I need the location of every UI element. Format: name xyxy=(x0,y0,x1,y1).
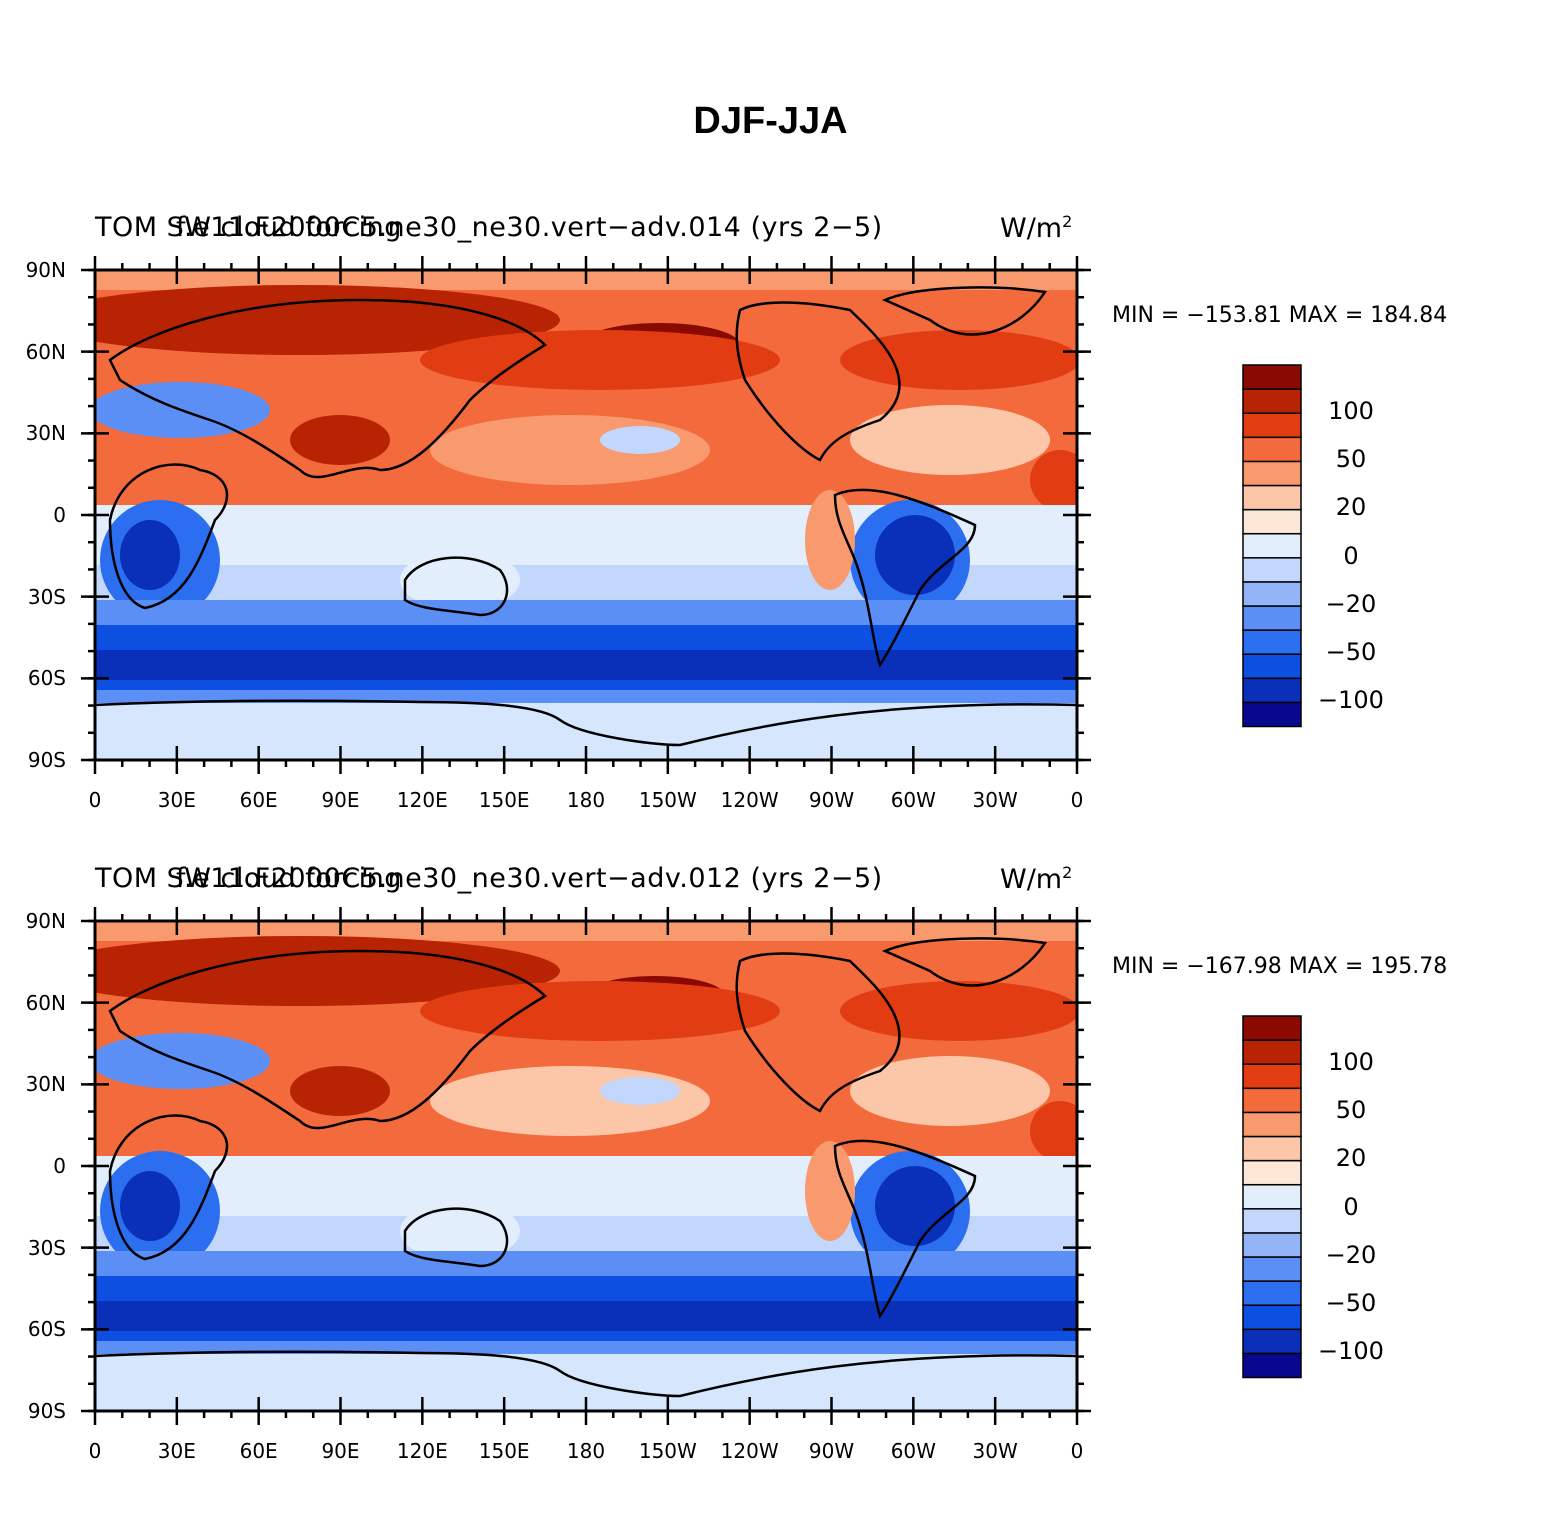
lon-tick-label: 150W xyxy=(638,788,697,812)
lat-tick-label: 30N xyxy=(25,1072,66,1097)
figure-title: DJF-JJA xyxy=(693,100,848,142)
colorbar-label: −20 xyxy=(1325,589,1377,618)
lat-tick-label: 30S xyxy=(27,1235,66,1260)
lon-tick-label: 120W xyxy=(720,1439,779,1463)
colorbar-swatch xyxy=(1242,1087,1302,1114)
colorbar-swatch xyxy=(1242,484,1302,511)
lon-tick-label: 90W xyxy=(808,788,855,812)
colorbar-swatch xyxy=(1242,1280,1302,1306)
colorbar-label: 20 xyxy=(1335,493,1367,522)
colorbar-swatch xyxy=(1242,412,1302,439)
contour-field xyxy=(95,270,1077,760)
map-svg xyxy=(81,256,1302,774)
colorbar-swatch xyxy=(1242,1208,1302,1234)
colorbar-swatch xyxy=(1242,605,1302,631)
lon-tick-label: 120W xyxy=(720,788,779,812)
lon-tick-label: 120E xyxy=(396,1439,448,1463)
lat-tick-label: 90S xyxy=(27,748,66,772)
lat-tick-label: 30N xyxy=(25,421,66,446)
map-svg xyxy=(81,907,1302,1425)
lon-tick-label: 60W xyxy=(890,1439,936,1463)
lat-tick-label: 90N xyxy=(25,258,66,282)
colorbar-swatch xyxy=(1242,388,1302,414)
lon-tick-label: 30W xyxy=(972,788,1018,812)
colorbar-swatch xyxy=(1242,364,1302,390)
lon-tick-label: 90W xyxy=(808,1439,855,1463)
colorbar-swatch xyxy=(1242,677,1302,704)
lon-tick-label: 90E xyxy=(321,788,360,812)
colorbar-swatch xyxy=(1242,1256,1302,1282)
colorbar-label: 20 xyxy=(1335,1144,1367,1173)
colorbar xyxy=(1242,1015,1302,1379)
colorbar-label: 100 xyxy=(1328,397,1374,425)
colorbar-label: 50 xyxy=(1335,1096,1367,1125)
colorbar-swatch xyxy=(1242,557,1302,583)
map-panel-1: TOM SW cloud forcing f.e11.F2000C5.ne30_… xyxy=(0,0,1541,812)
colorbar-swatch xyxy=(1242,1039,1302,1065)
map-panel-2: TOM SW cloud forcing f.e11.F2000C5.ne30_… xyxy=(0,651,1541,1463)
lon-tick-label: 0 xyxy=(88,1439,102,1463)
colorbar-swatch xyxy=(1242,629,1302,655)
lon-tick-label: 0 xyxy=(1070,1439,1084,1463)
colorbar-swatch xyxy=(1242,1063,1302,1090)
lon-tick-label: 0 xyxy=(1070,788,1084,812)
colorbar-label: 100 xyxy=(1328,1048,1374,1076)
min-max-readout: MIN = −153.81 MAX = 184.84 xyxy=(1112,303,1448,328)
panel-left-title: TOM SW cloud forcing xyxy=(95,212,402,243)
colorbar-swatch xyxy=(1242,1183,1302,1210)
contour-field xyxy=(95,921,1077,1411)
colorbar-swatch xyxy=(1242,436,1302,463)
colorbar-label: −100 xyxy=(1318,1337,1384,1366)
lon-tick-label: 60W xyxy=(890,788,936,812)
colorbar-swatch xyxy=(1242,1159,1302,1186)
lon-tick-label: 120E xyxy=(396,788,448,812)
lon-tick-label: 150E xyxy=(478,788,530,812)
colorbar-label: 0 xyxy=(1343,541,1359,570)
colorbar-swatch xyxy=(1242,508,1302,535)
colorbar-swatch xyxy=(1242,1352,1302,1379)
lon-tick-label: 150W xyxy=(638,1439,697,1463)
lat-tick-label: 60N xyxy=(25,339,66,364)
colorbar-label: −100 xyxy=(1318,686,1384,715)
colorbar-swatch xyxy=(1242,581,1302,607)
lat-tick-label: 90S xyxy=(27,1399,66,1423)
min-max-readout: MIN = −167.98 MAX = 195.78 xyxy=(1112,954,1448,979)
colorbar-label: −50 xyxy=(1325,1289,1377,1317)
panel-units: W/m2 xyxy=(1000,212,1073,244)
colorbar-label: −20 xyxy=(1325,1240,1377,1269)
lon-tick-label: 30W xyxy=(972,1439,1018,1463)
lon-tick-label: 180 xyxy=(566,1439,606,1463)
colorbar-label: 50 xyxy=(1335,445,1367,474)
lat-tick-label: 60S xyxy=(27,1317,66,1342)
lon-tick-label: 60E xyxy=(239,1439,278,1463)
colorbar-swatch xyxy=(1242,1111,1302,1138)
lon-tick-label: 150E xyxy=(478,1439,530,1463)
panel-center-title: f.e11.F2000C5.ne30_ne30.vert−adv.012 (yr… xyxy=(176,863,883,894)
lon-tick-label: 30E xyxy=(157,1439,196,1463)
colorbar-swatch xyxy=(1242,460,1302,487)
colorbar-label: 0 xyxy=(1343,1192,1359,1221)
lat-tick-label: 60N xyxy=(25,990,66,1015)
panel-center-title: f.e11.F2000C5.ne30_ne30.vert−adv.014 (yr… xyxy=(176,212,883,243)
lon-tick-label: 30E xyxy=(157,788,196,812)
lon-tick-label: 180 xyxy=(566,788,606,812)
panel-left-title: TOM SW cloud forcing xyxy=(95,863,402,894)
lat-tick-label: 0 xyxy=(53,1154,66,1178)
lat-tick-label: 30S xyxy=(27,584,66,609)
lat-tick-label: 0 xyxy=(53,503,66,527)
lon-tick-label: 0 xyxy=(88,788,102,812)
colorbar-swatch xyxy=(1242,532,1302,559)
lat-tick-label: 60S xyxy=(27,666,66,691)
panel-units: W/m2 xyxy=(1000,863,1073,895)
colorbar xyxy=(1242,364,1302,728)
lon-tick-label: 90E xyxy=(321,1439,360,1463)
colorbar-swatch xyxy=(1242,1015,1302,1041)
colorbar-swatch xyxy=(1242,1328,1302,1355)
lon-tick-label: 60E xyxy=(239,788,278,812)
colorbar-swatch xyxy=(1242,1232,1302,1258)
lat-tick-label: 90N xyxy=(25,909,66,933)
colorbar-swatch xyxy=(1242,1135,1302,1162)
colorbar-label: −50 xyxy=(1325,638,1377,666)
colorbar-swatch xyxy=(1242,1304,1302,1331)
